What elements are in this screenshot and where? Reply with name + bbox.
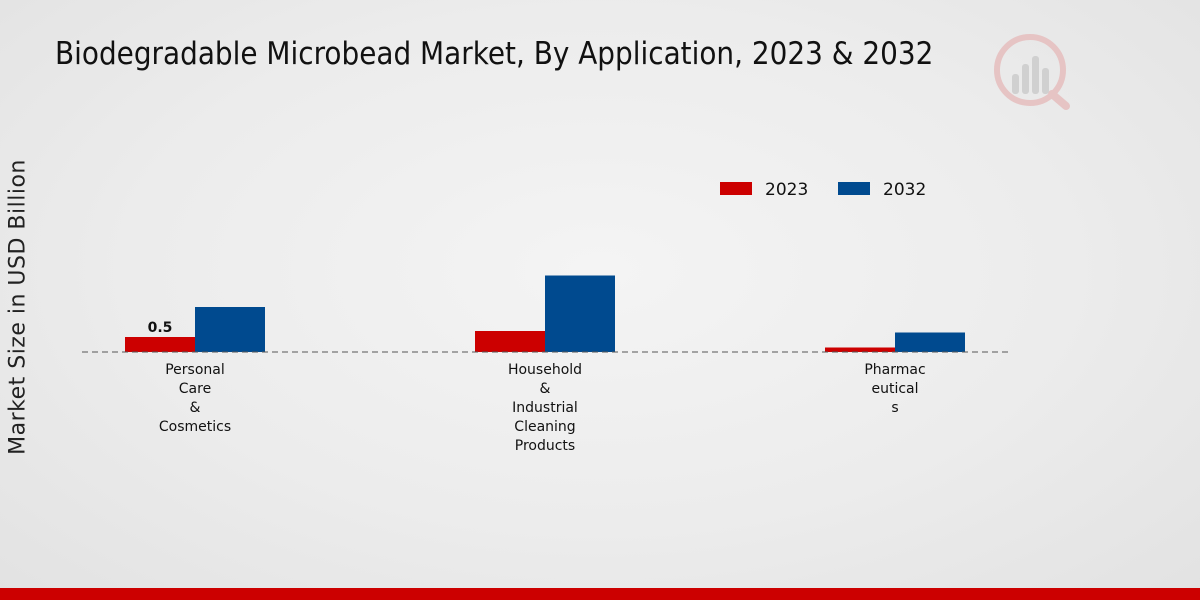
bar-2032-0 [195,307,265,352]
x-tick-label: s [891,400,898,416]
bar-2023-0 [125,337,195,352]
x-tick-label: Industrial [512,400,578,416]
bar-2032-1 [545,275,615,352]
bar-2023-1 [475,331,545,352]
chart-title: Biodegradable Microbead Market, By Appli… [55,36,934,72]
x-tick-label: Cosmetics [159,419,231,435]
x-tick-label: eutical [871,381,918,397]
bar-2023-2 [825,347,895,352]
bar-2032-2 [895,332,965,352]
data-label: 0.5 [148,320,173,336]
footer-accent-bar [0,588,1200,600]
legend-swatch-2023 [720,182,752,195]
legend-swatch-2032 [838,182,870,195]
x-tick-label: & [190,400,201,416]
x-tick-label: Products [515,438,575,454]
x-tick-label: & [540,381,551,397]
x-tick-label: Household [508,362,582,378]
legend-label-2032: 2032 [883,180,926,200]
x-tick-label: Pharmac [864,362,925,378]
legend-label-2023: 2023 [765,180,808,200]
brand-logo-icon [994,34,1070,110]
x-tick-label: Care [179,381,211,397]
x-tick-label: Personal [165,362,225,378]
x-tick-label: Cleaning [514,419,575,435]
